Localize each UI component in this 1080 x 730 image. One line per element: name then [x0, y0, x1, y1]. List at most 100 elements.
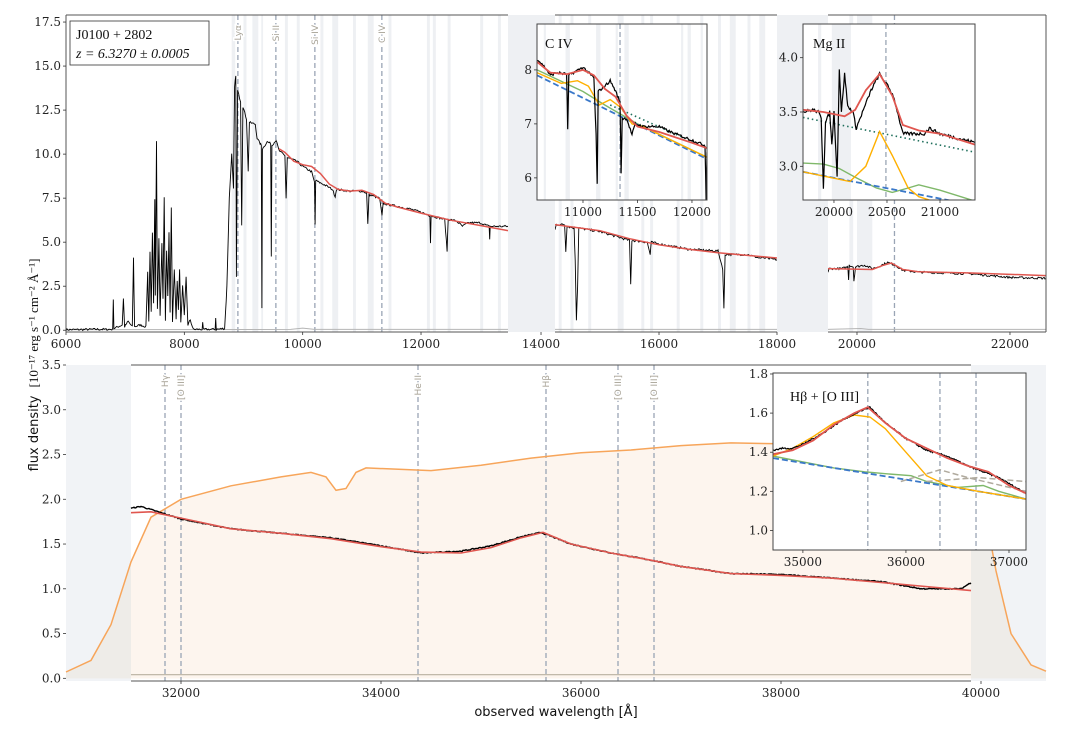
x-tick-label: 36000	[562, 686, 600, 700]
y-tick-label: 0.0	[42, 671, 61, 685]
y-tick-label: 1.4	[749, 445, 768, 459]
mgii-inset: 20000 20500 21000 3.0 3.5 4.0 Mg II	[779, 23, 976, 219]
y-tick-label: 10.0	[34, 147, 61, 161]
x-tick-label: 35000	[784, 555, 822, 569]
inset-frame	[772, 372, 1027, 551]
feii-component-line	[803, 162, 974, 200]
inset-title: C IV	[545, 37, 573, 52]
inset-plot-area	[537, 24, 707, 200]
emission-line-label: Lyα	[234, 25, 244, 41]
x-tick-label: 18000	[758, 337, 796, 351]
sky-mask-band	[497, 15, 501, 332]
broad-component-line	[803, 129, 930, 200]
observed-spectrum-line	[66, 75, 508, 332]
emission-line-label: He II	[414, 375, 424, 395]
sky-mask-band	[352, 15, 356, 332]
sky-mask-band	[296, 15, 300, 332]
x-tick-label: 22000	[991, 337, 1029, 351]
y-tick-label: 4.0	[779, 51, 798, 65]
x-tick-label: 21000	[921, 205, 959, 219]
x-tick-label: 37000	[990, 555, 1028, 569]
sky-mask-band	[718, 15, 721, 332]
y-tick-label: 1.5	[42, 537, 61, 551]
y-tick-label: 17.5	[34, 15, 61, 29]
x-tick-label: 32000	[162, 686, 200, 700]
emission-line-label: [O III]	[614, 375, 624, 400]
y-tick-label: 0.5	[42, 627, 61, 641]
x-tick-label: 20500	[868, 205, 906, 219]
emission-line-label: Hβ	[542, 375, 552, 388]
y-tick-label: 1.0	[749, 523, 768, 537]
sky-mask-band	[252, 15, 259, 332]
y-tick-label: 12.5	[34, 103, 61, 117]
error-spectrum-line	[828, 327, 1046, 330]
x-tick-label: 10000	[284, 337, 322, 351]
sky-mask-band	[332, 15, 339, 332]
y-tick-label: 2.0	[42, 492, 61, 506]
sky-mask-band	[320, 15, 324, 332]
sky-mask-band	[426, 15, 430, 332]
broad-component-line	[773, 414, 1026, 500]
sky-mask-band	[687, 24, 691, 200]
sky-mask-band	[729, 15, 736, 332]
emission-line-label: [O III]	[177, 375, 187, 400]
y-tick-label: 7	[524, 117, 532, 131]
y-tick-label: 7.5	[42, 191, 61, 205]
model-fit-line	[130, 510, 972, 592]
plot-layer: 0.0 2.5 5.0 7.5 10.0 12.5 15.0 17.5 6000 8000 1000…	[34, 14, 1047, 700]
y-tick-label: 0.0	[42, 323, 61, 337]
y-tick-label: 15.0	[34, 59, 61, 73]
observed-spectrum-line	[828, 261, 1046, 282]
model-fit-line	[773, 406, 1026, 495]
x-tick-label: 11000	[564, 205, 602, 219]
spectrum-segment	[66, 15, 508, 332]
emission-line-label: Si II	[272, 25, 282, 41]
quasar-name: J0100 + 2802	[76, 28, 152, 43]
x-tick-label: 36000	[887, 555, 925, 569]
x-tick-label: 34000	[362, 686, 400, 700]
y-tick-label: 1.2	[749, 484, 768, 498]
civ-inset: 11000 11500 12000 6 7 8 C IV	[524, 23, 711, 219]
sky-mask-band	[759, 15, 766, 332]
y-tick-label: 6	[524, 171, 532, 185]
y-tick-label: 3.5	[42, 358, 61, 372]
sky-mask-band	[480, 15, 484, 332]
x-tick-label: 14000	[522, 337, 560, 351]
y-tick-label: 8	[524, 63, 532, 77]
sky-mask-band	[432, 15, 436, 332]
y-tick-label: 3.0	[779, 159, 798, 173]
y-tick-label: 1.6	[749, 406, 768, 420]
model-fit-line	[803, 72, 975, 146]
sky-mask-band	[747, 15, 751, 332]
emission-line-label: [O III]	[650, 375, 660, 400]
model-fit-line	[278, 148, 508, 232]
inset-background	[537, 24, 707, 200]
inset-background	[773, 373, 1026, 550]
y-tick-label: 3.0	[42, 403, 61, 417]
inset-title: Mg II	[813, 37, 846, 52]
inset-title: Hβ + [O III]	[790, 390, 859, 405]
emission-line-label: C IV	[378, 24, 388, 43]
sky-mask-band	[543, 24, 546, 200]
sky-mask-band	[447, 15, 451, 332]
y-tick-label: 5.0	[42, 235, 61, 249]
x-tick-label: 11500	[618, 205, 656, 219]
x-tick-label: 16000	[640, 337, 678, 351]
inset-background	[803, 24, 975, 200]
continuum-line	[773, 457, 1026, 500]
inset-plot-area	[773, 373, 1026, 550]
narrow-component-line	[926, 476, 1026, 483]
inset-frame	[536, 23, 708, 201]
narrow-component-line	[900, 469, 1026, 493]
model-fit-line	[555, 223, 777, 259]
redshift-label: z = 6.3270 ± 0.0005	[75, 47, 190, 62]
y-tick-label: 2.5	[42, 279, 61, 293]
label-box-frame	[69, 20, 210, 66]
sky-mask-band	[624, 24, 629, 200]
y-tick-label: 3.5	[779, 105, 798, 119]
label-box: J0100 + 2802 z = 6.3270 ± 0.0005	[69, 20, 210, 66]
model-fit-line	[828, 262, 1046, 277]
sky-mask-band	[367, 15, 374, 332]
continuum-line	[537, 74, 707, 160]
